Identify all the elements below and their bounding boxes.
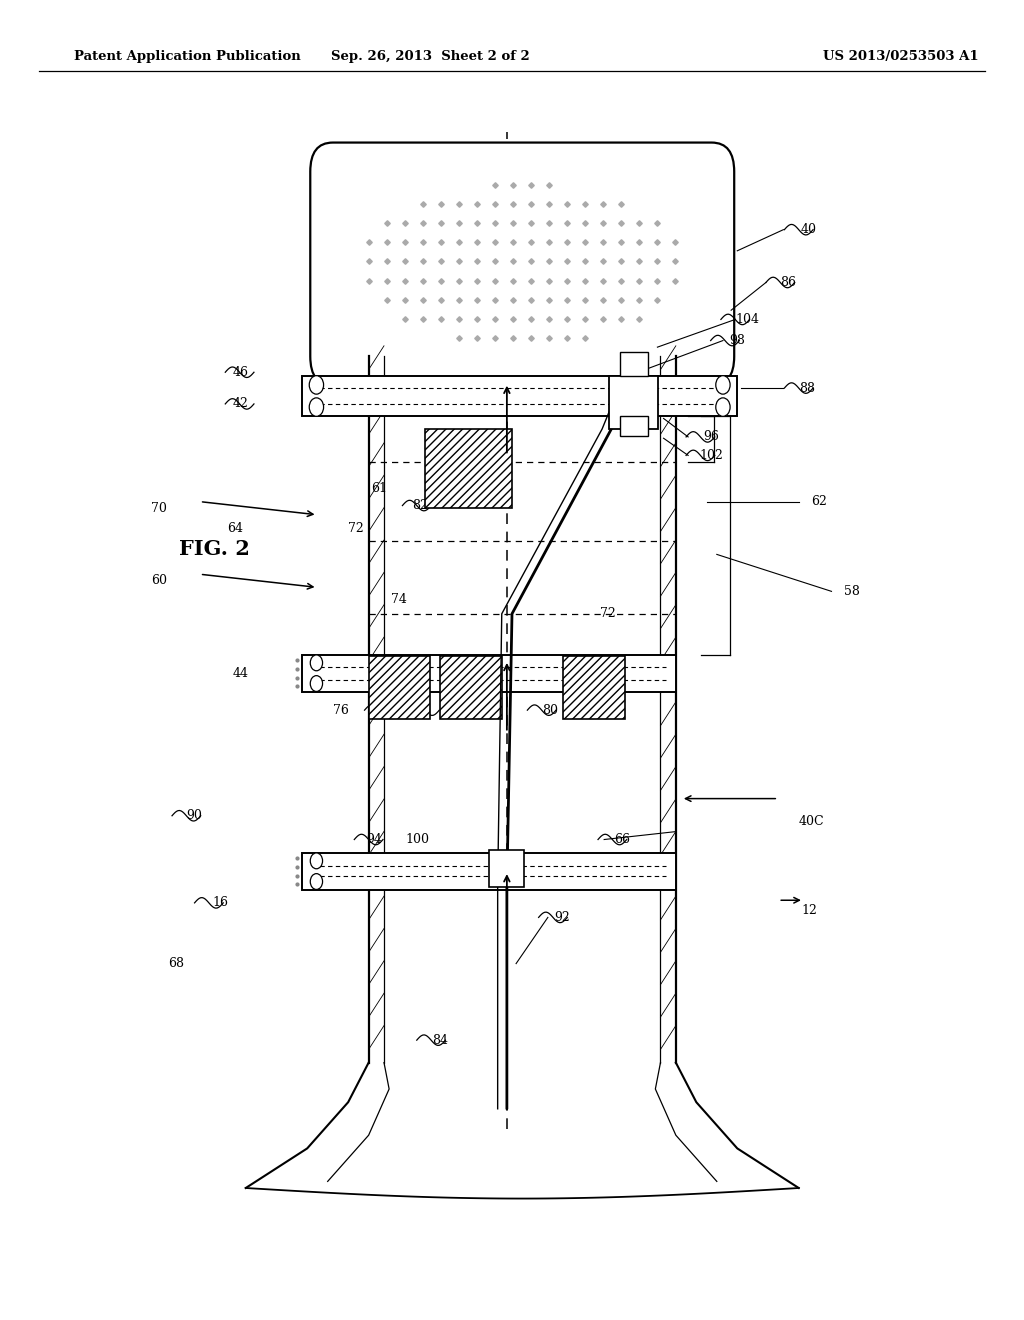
Circle shape <box>716 397 730 416</box>
Text: Sep. 26, 2013  Sheet 2 of 2: Sep. 26, 2013 Sheet 2 of 2 <box>331 50 529 63</box>
Text: 90: 90 <box>186 809 203 822</box>
Circle shape <box>310 676 323 692</box>
Bar <box>369 656 430 719</box>
Text: 74: 74 <box>391 593 408 606</box>
Text: 61: 61 <box>371 482 387 495</box>
Bar <box>302 376 737 416</box>
Text: 88: 88 <box>799 381 815 395</box>
Text: US 2013/0253503 A1: US 2013/0253503 A1 <box>823 50 979 63</box>
Circle shape <box>310 874 323 890</box>
Bar <box>489 850 524 887</box>
Text: 78: 78 <box>373 704 389 717</box>
Text: FIG. 2: FIG. 2 <box>179 539 250 560</box>
Text: 86: 86 <box>780 276 797 289</box>
Text: 42: 42 <box>232 397 249 411</box>
FancyBboxPatch shape <box>310 143 734 385</box>
Text: 80: 80 <box>542 704 558 717</box>
Text: 92: 92 <box>554 911 570 924</box>
Text: 102: 102 <box>699 449 724 462</box>
Text: 68: 68 <box>168 957 184 970</box>
Text: 76: 76 <box>333 704 349 717</box>
Text: 44: 44 <box>232 667 249 680</box>
Text: 66: 66 <box>614 833 631 846</box>
Bar <box>425 429 512 508</box>
Bar <box>609 376 658 429</box>
Text: 100: 100 <box>406 833 430 846</box>
Text: 70: 70 <box>151 502 167 515</box>
Circle shape <box>310 655 323 671</box>
Text: 62: 62 <box>811 495 827 508</box>
Text: 46: 46 <box>232 366 249 379</box>
Circle shape <box>309 397 324 416</box>
Text: 72: 72 <box>600 607 616 620</box>
Text: 40: 40 <box>801 223 817 236</box>
Text: 16: 16 <box>212 896 228 909</box>
Bar <box>440 656 502 719</box>
Bar <box>302 655 676 692</box>
Bar <box>620 352 648 376</box>
Text: 58: 58 <box>844 585 860 598</box>
Text: 60: 60 <box>151 574 167 587</box>
Text: 96: 96 <box>703 430 720 444</box>
Text: 104: 104 <box>735 313 760 326</box>
Bar <box>563 656 625 719</box>
Text: Patent Application Publication: Patent Application Publication <box>74 50 300 63</box>
Text: 98: 98 <box>729 334 745 347</box>
Circle shape <box>309 376 324 395</box>
Circle shape <box>310 853 323 869</box>
Text: 82: 82 <box>412 499 428 512</box>
Text: 94: 94 <box>366 833 382 846</box>
Text: 84: 84 <box>432 1034 449 1047</box>
Bar <box>302 853 676 890</box>
Text: 72: 72 <box>348 521 365 535</box>
Text: 40C: 40C <box>798 814 824 828</box>
Text: 12: 12 <box>801 904 817 917</box>
Circle shape <box>716 376 730 395</box>
Text: 64: 64 <box>227 521 244 535</box>
Bar <box>620 416 648 436</box>
